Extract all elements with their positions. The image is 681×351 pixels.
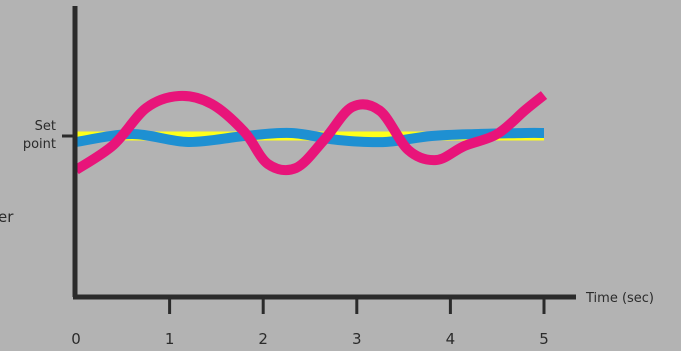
x-tick-label: 2 <box>258 330 268 348</box>
tick-layer: 0 1 2 3 4 5 <box>71 297 549 348</box>
y-axis-label-partial: er <box>0 208 14 226</box>
x-tick-label: 5 <box>539 330 549 348</box>
x-axis-label: Time (sec) <box>585 291 654 306</box>
x-tick-label: 3 <box>352 330 362 348</box>
x-tick-label: 0 <box>71 330 81 348</box>
series-layer <box>73 90 548 176</box>
x-tick-label: 1 <box>165 330 175 348</box>
setpoint-label-line1: Set <box>35 119 56 134</box>
series-magenta-line <box>73 90 548 176</box>
x-tick-label: 4 <box>446 330 456 348</box>
setpoint-label-line2: point <box>23 137 56 152</box>
